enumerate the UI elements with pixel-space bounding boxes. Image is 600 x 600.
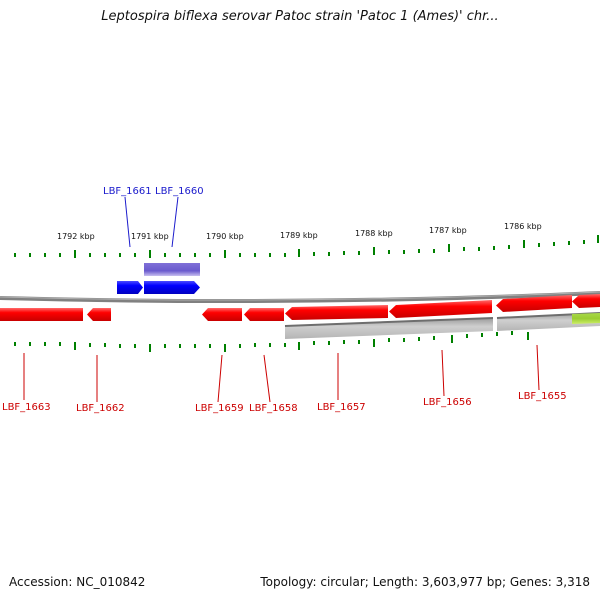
genome-backbone bbox=[0, 291, 600, 304]
gene-label-lbf-1657[interactable]: LBF_1657 bbox=[317, 402, 366, 413]
kbp-label: 1790 kbp bbox=[206, 232, 244, 241]
gene-lbf-1656[interactable] bbox=[389, 300, 492, 318]
reverse-feature-bar-edge bbox=[284, 317, 494, 327]
kbp-label: 1791 kbp bbox=[131, 232, 169, 241]
gene-label-lbf-1661[interactable]: LBF_1661 bbox=[103, 186, 152, 197]
other-feature-bar[interactable] bbox=[572, 313, 600, 324]
gene-lbf-1659[interactable] bbox=[202, 308, 242, 321]
kbp-label: 1792 kbp bbox=[57, 232, 95, 241]
tick-marks-top bbox=[14, 235, 599, 258]
accession-info: Accession: NC_010842 bbox=[9, 575, 146, 589]
gene-label-lbf-1656[interactable]: LBF_1656 bbox=[423, 397, 472, 408]
gene-lbf-1660[interactable] bbox=[144, 281, 200, 294]
gene-label-lbf-1659[interactable]: LBF_1659 bbox=[195, 403, 244, 414]
genome-backbone-highlight bbox=[0, 291, 600, 301]
gene-label-lbf-1662[interactable]: LBF_1662 bbox=[76, 403, 125, 414]
gene-label-lbf-1655[interactable]: LBF_1655 bbox=[518, 391, 567, 402]
gene-lbf-1662[interactable] bbox=[87, 308, 111, 321]
kbp-label: 1787 kbp bbox=[429, 226, 467, 235]
forward-feature-bar[interactable] bbox=[144, 263, 200, 276]
gene-label-lbf-1658[interactable]: LBF_1658 bbox=[249, 403, 298, 414]
gene-label-lbf-1663[interactable]: LBF_1663 bbox=[2, 402, 51, 413]
gene-next[interactable] bbox=[572, 294, 600, 308]
gene-lbf-1657[interactable] bbox=[285, 305, 388, 320]
label-leaders bbox=[23, 196, 540, 403]
kbp-label: 1788 kbp bbox=[355, 229, 393, 238]
gene-lbf-1658[interactable] bbox=[244, 308, 284, 321]
gene-lbf-1655[interactable] bbox=[496, 295, 572, 312]
kbp-label: 1789 kbp bbox=[280, 231, 318, 240]
kbp-label: 1786 kbp bbox=[504, 222, 542, 231]
map-title: Leptospira biflexa serovar Patoc strain … bbox=[101, 9, 499, 24]
reverse-feature-bar[interactable] bbox=[285, 318, 493, 339]
topology-info: Topology: circular; Length: 3,603,977 bp… bbox=[260, 575, 590, 589]
gene-label-lbf-1660[interactable]: LBF_1660 bbox=[155, 186, 204, 197]
gene-lbf-1663[interactable] bbox=[0, 308, 83, 321]
tick-marks-bottom bbox=[14, 331, 529, 352]
gene-lbf-1661[interactable] bbox=[117, 281, 143, 294]
